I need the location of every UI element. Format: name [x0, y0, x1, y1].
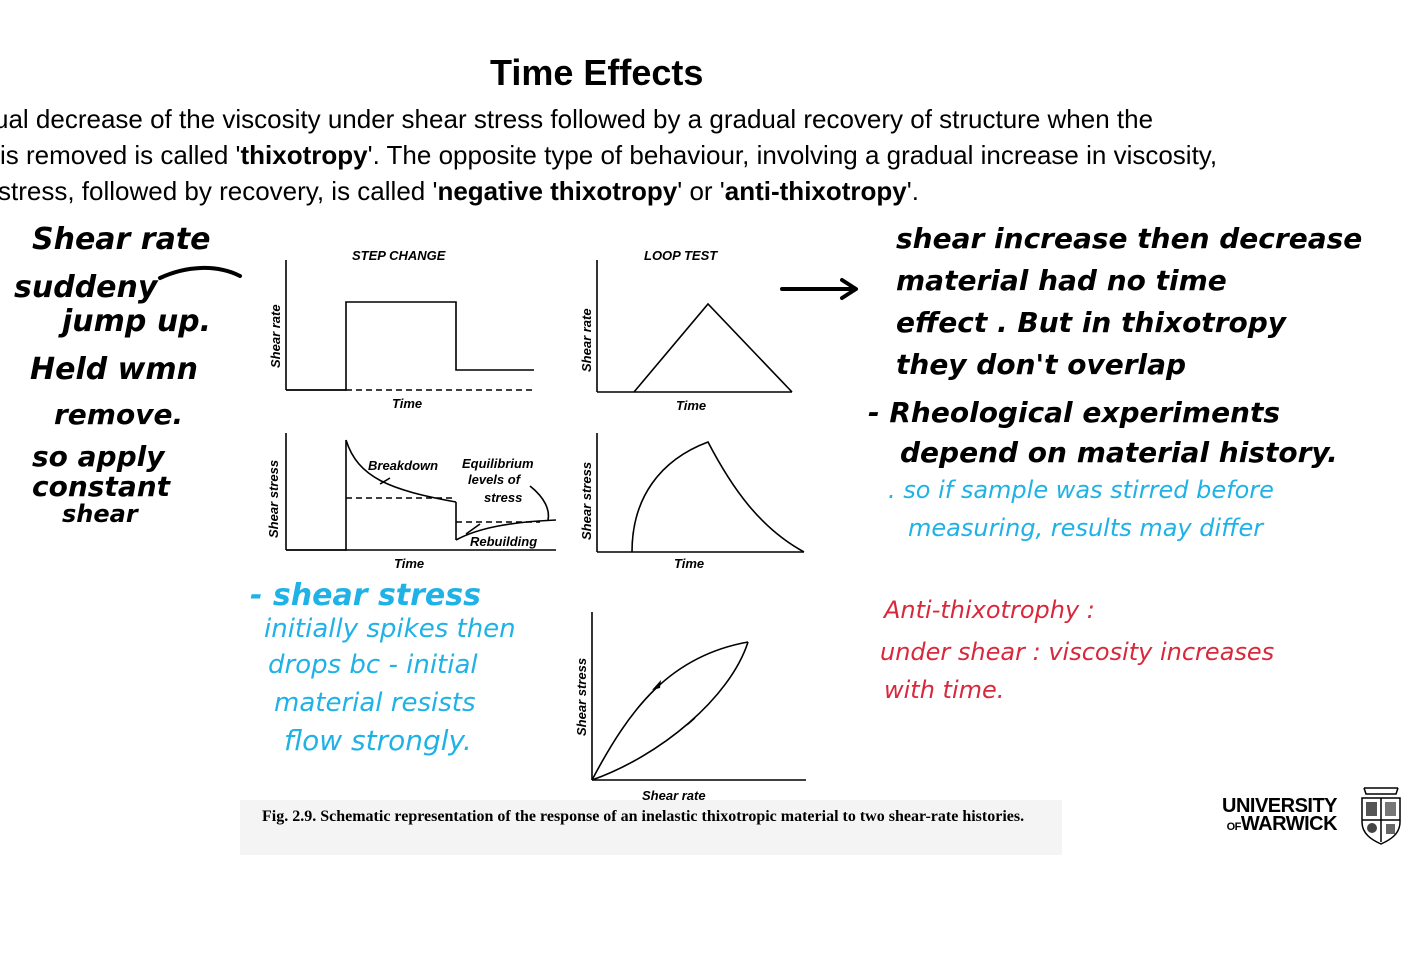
- loop-test-shear-rate-panel: [596, 260, 793, 393]
- shear-rate-axis-label: Shear rate: [579, 308, 594, 372]
- annotation-right-red-2: under shear : viscosity increases: [880, 638, 1275, 666]
- logo-line-2: OFWARWICK: [1222, 813, 1338, 836]
- equilibrium-label: Equilibrium: [462, 456, 534, 471]
- shear-stress-axis-label: Shear stress: [579, 462, 594, 540]
- paragraph-text: '.: [906, 176, 919, 206]
- annotation-left-black-3: jump up.: [62, 304, 212, 339]
- loop-arrow-down: [687, 718, 696, 726]
- step-change-shear-stress-panel: [285, 433, 557, 551]
- paragraph-line-1: ual decrease of the viscosity under shea…: [0, 104, 1154, 134]
- caption-background: [240, 800, 1062, 855]
- annotation-right-black-1: shear increase then decrease: [896, 222, 1363, 255]
- term-thixotropy: thixotropy: [240, 140, 368, 170]
- time-axis-label: Time: [392, 396, 422, 411]
- loop-arrow-up: [652, 680, 661, 690]
- annotation-left-black-2: suddeny: [14, 270, 158, 305]
- paragraph-text: ' or ': [677, 176, 725, 206]
- shear-rate-axis-label: Shear rate: [642, 788, 706, 803]
- figure-caption: Fig. 2.9. Schematic representation of th…: [262, 808, 1025, 825]
- annotation-right-black-4: they don't overlap: [896, 348, 1187, 381]
- annotation-left-black-1: Shear rate: [32, 222, 211, 257]
- paragraph-text: '. The opposite type of behaviour, invol…: [367, 140, 1218, 170]
- annotation-underline-squiggle: [158, 266, 242, 280]
- annotation-left-blue-2: initially spikes then: [264, 614, 516, 644]
- university-logo-text: UNIVERSITY OFWARWICK: [1222, 795, 1338, 836]
- logo-of: OF: [1226, 821, 1242, 833]
- annotation-right-red-3: with time.: [884, 676, 1005, 704]
- term-negative-thixotropy: negative thixotropy: [437, 176, 678, 206]
- annotation-left-black-8: shear: [62, 500, 138, 528]
- university-crest-icon: [1361, 787, 1401, 845]
- paragraph-line-2: is removed is called 'thixotropy'. The o…: [0, 140, 1217, 171]
- annotation-left-blue-1: - shear stress: [250, 578, 481, 613]
- logo-warwick: WARWICK: [1240, 813, 1338, 835]
- shear-stress-axis-label: Shear stress: [266, 460, 281, 538]
- annotation-left-black-4: Held wmn: [30, 352, 198, 387]
- loop-test-shear-stress-panel: [596, 433, 805, 553]
- equilibrium-label: stress: [484, 490, 522, 505]
- annotation-left-black-5: remove.: [54, 398, 184, 431]
- annotation-left-black-7: constant: [32, 470, 171, 503]
- paragraph-line-3: stress, followed by recovery, is called …: [0, 176, 919, 207]
- annotation-right-black-6: depend on material history.: [900, 436, 1338, 469]
- shear-rate-axis-label: Shear rate: [268, 304, 283, 368]
- logo-line-1: UNIVERSITY: [1222, 795, 1338, 817]
- rebuilding-label: Rebuilding: [470, 534, 537, 549]
- annotation-right-black-3: effect . But in thixotropy: [896, 306, 1287, 339]
- paragraph-text: stress, followed by recovery, is called …: [0, 176, 438, 206]
- annotation-left-blue-4: material resists: [274, 688, 476, 718]
- time-axis-label: Time: [674, 556, 704, 571]
- annotation-right-black-2: material had no time: [896, 264, 1227, 297]
- slide-title: Time Effects: [490, 52, 704, 93]
- annotation-right-blue-2: measuring, results may differ: [908, 514, 1264, 542]
- annotation-left-blue-5: flow strongly.: [284, 724, 472, 757]
- breakdown-label: Breakdown: [368, 458, 438, 473]
- annotation-right-blue-1: . so if sample was stirred before: [888, 476, 1274, 504]
- annotation-right-red-1: Anti-thixotrophy :: [884, 596, 1095, 624]
- annotation-left-blue-3: drops bc - initial: [268, 650, 478, 680]
- step-change-shear-rate-panel: [285, 260, 534, 391]
- arrow-right-icon: [780, 278, 858, 300]
- time-axis-label: Time: [676, 398, 706, 413]
- loop-test-heading: LOOP TEST: [644, 248, 718, 263]
- annotation-right-black-5: - Rheological experiments: [868, 396, 1281, 429]
- thixotropy-figure: STEP CHANGE LOOP TEST Time Time Time Tim…: [266, 248, 806, 803]
- hysteresis-loop-panel: [591, 612, 806, 781]
- paragraph-text: is removed is called ': [0, 140, 241, 170]
- equilibrium-label: levels of: [468, 472, 522, 487]
- term-anti-thixotropy: anti-thixotropy: [724, 176, 907, 206]
- annotation-left-black-6: so apply: [32, 440, 165, 473]
- time-axis-label: Time: [394, 556, 424, 571]
- shear-stress-axis-label: Shear stress: [574, 658, 589, 736]
- step-change-heading: STEP CHANGE: [352, 248, 446, 263]
